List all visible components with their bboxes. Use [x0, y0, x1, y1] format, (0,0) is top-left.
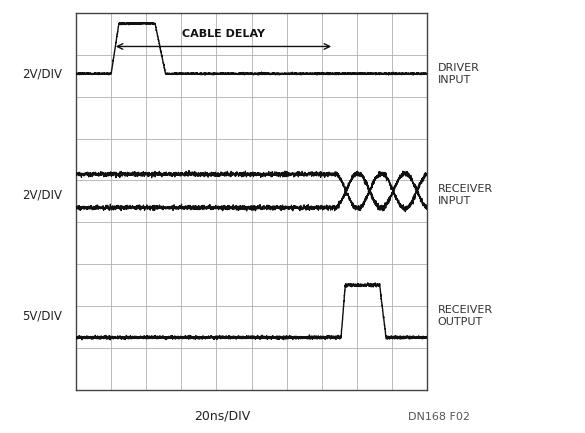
Text: DRIVER
INPUT: DRIVER INPUT	[438, 63, 480, 85]
Text: CABLE DELAY: CABLE DELAY	[182, 29, 265, 39]
Text: 5V/DIV: 5V/DIV	[22, 310, 62, 323]
Text: RECEIVER
INPUT: RECEIVER INPUT	[438, 184, 493, 206]
Text: 2V/DIV: 2V/DIV	[22, 188, 62, 202]
Text: 2V/DIV: 2V/DIV	[22, 67, 62, 80]
Text: RECEIVER
OUTPUT: RECEIVER OUTPUT	[438, 305, 493, 327]
Text: 20ns/DIV: 20ns/DIV	[194, 409, 250, 422]
Text: DN168 F02: DN168 F02	[408, 412, 470, 422]
